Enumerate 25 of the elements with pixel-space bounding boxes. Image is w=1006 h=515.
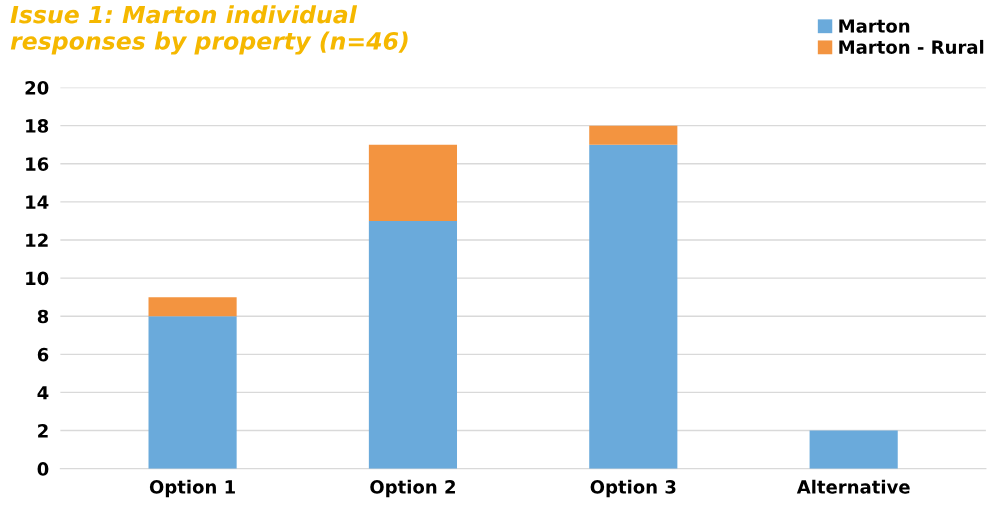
y-tick-label: 0 [37, 462, 49, 476]
bar [589, 144, 678, 469]
bar [589, 125, 678, 145]
legend-label: Marton [839, 19, 910, 33]
y-tick-label: 8 [37, 309, 49, 324]
y-tick-label: 10 [26, 271, 49, 286]
y-tick-label: 6 [37, 347, 49, 362]
x-tick-label: Option 1 [149, 479, 235, 498]
y-tick-label: 14 [26, 195, 49, 209]
y-tick-label: 4 [37, 386, 49, 400]
y-tick-label: 12 [26, 233, 48, 247]
x-tick-label: Alternative [796, 479, 910, 494]
y-tick-label: 18 [26, 119, 49, 133]
chart-title: Issue 1: Marton individual responses by property (n=46) [10, 5, 408, 55]
y-tick-label: 16 [26, 157, 49, 171]
bar [368, 220, 458, 469]
bar [368, 144, 458, 221]
bar [809, 430, 898, 469]
y-tick-label: 20 [25, 81, 49, 95]
x-tick-label: Option 3 [590, 479, 676, 498]
y-tick-label: 2 [38, 424, 48, 438]
legend-label: Marton - Rural [839, 39, 984, 54]
bar [148, 297, 237, 317]
bar [148, 316, 237, 469]
x-tick-label: Option 2 [370, 479, 455, 498]
